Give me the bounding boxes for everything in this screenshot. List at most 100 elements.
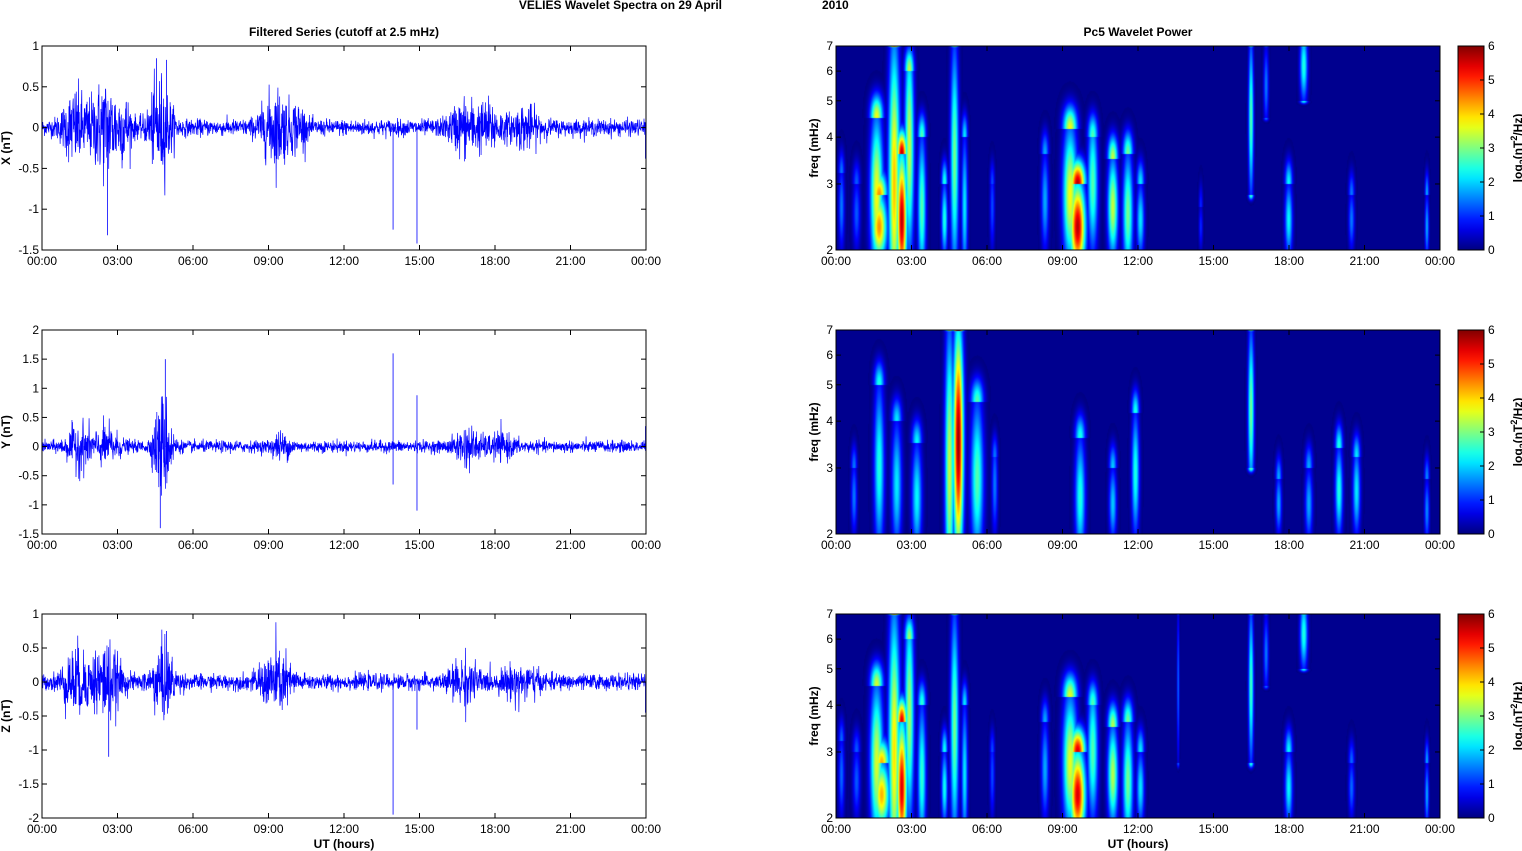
series-time-series-y-ytick-label: 0.5: [22, 410, 39, 424]
wavelet-wavelet-y-ytick-label: 3: [826, 461, 833, 475]
wavelet-wavelet-y-xtick-label: 09:00: [1047, 538, 1077, 552]
wavelet-wavelet-y-colorbar-tick-label: 1: [1488, 493, 1495, 507]
series-time-series-y-ytick-label: 0: [32, 440, 39, 454]
series-time-series-z-xtick-label: 06:00: [178, 822, 208, 836]
wavelet-wavelet-x-colorbar-label-part: 2: [1518, 159, 1522, 164]
series-time-series-z-ytick-label: -1.5: [18, 777, 39, 791]
series-time-series-y-xtick-label: 03:00: [102, 538, 132, 552]
wavelet-wavelet-z-colorbar-tick-label: 2: [1488, 743, 1495, 757]
series-time-series-y-ytick-label: -1: [28, 498, 39, 512]
wavelet-wavelet-y-xtick-label: 03:00: [896, 538, 926, 552]
figure-title-year: 2010: [822, 0, 849, 12]
wavelet-wavelet-x-xtick-label: 03:00: [896, 254, 926, 268]
series-time-series-y-xtick-label: 09:00: [253, 538, 283, 552]
wavelet-wavelet-y-colorbar-tick-label: 2: [1488, 459, 1495, 473]
wavelet-wavelet-z-xtick-label: 03:00: [896, 822, 926, 836]
series-time-series-x-ytick-label: -0.5: [18, 161, 39, 175]
wavelet-wavelet-y-colorbar-tick-label: 5: [1488, 357, 1495, 371]
wavelet-wavelet-x-colorbar-tick-label: 2: [1488, 175, 1495, 189]
wavelet-wavelet-y-colorbar-label-part: 2: [1509, 420, 1519, 425]
wavelet-wavelet-x-colorbar-label-part: (nT: [1511, 140, 1522, 159]
series-time-series-x-xtick-label: 15:00: [404, 254, 434, 268]
series-time-series-y-ytick-label: -0.5: [18, 469, 39, 483]
wavelet-wavelet-y-colorbar-label: log2(nT2/Hz): [1509, 398, 1522, 467]
series-time-series-z-panel: -2 -1.5 -1 -0.5 0 0.5 1 Z (nT) 00:00 03:00 06:00 09…: [0, 607, 661, 851]
wavelet-wavelet-x-xtick-label: 15:00: [1198, 254, 1228, 268]
series-time-series-y-xtick-label: 00:00: [631, 538, 661, 552]
series-time-series-y-ytick-label: 1: [32, 381, 39, 395]
wavelet-wavelet-x-xtick-label: 18:00: [1274, 254, 1304, 268]
wavelet-wavelet-z-ytick-label: 4: [826, 698, 833, 712]
wavelet-wavelet-y-colorbar-label-part: /Hz): [1511, 398, 1522, 420]
wavelet-wavelet-x-colorbar-label-part: /Hz): [1511, 114, 1522, 136]
wavelet-wavelet-x-panel: 2 3 4 5 6 7 freq (mHz) 00:00 03:00 06:00 09:00 12:0…: [807, 25, 1522, 268]
series-time-series-x-xtick-label: 09:00: [253, 254, 283, 268]
wavelet-wavelet-z-xtick-label: 18:00: [1274, 822, 1304, 836]
wavelet-wavelet-x-xtick-label: 00:00: [1425, 254, 1455, 268]
wavelet-wavelet-z-xlabel: UT (hours): [1108, 837, 1169, 851]
wavelet-wavelet-x-heatmap-image: [836, 46, 1440, 250]
wavelet-wavelet-z-ytick-label: 2: [826, 811, 833, 825]
series-time-series-x-ytick-label: -1: [28, 202, 39, 216]
series-time-series-z-ytick-label: 0.5: [22, 641, 39, 655]
series-time-series-x-xtick-label: 18:00: [480, 254, 510, 268]
series-time-series-y-ylabel: Y (nT): [0, 415, 13, 449]
series-time-series-z-ylabel: Z (nT): [0, 699, 13, 732]
wavelet-wavelet-x-xtick-label: 12:00: [1123, 254, 1153, 268]
wavelet-wavelet-z-xtick-label: 00:00: [1425, 822, 1455, 836]
wavelet-wavelet-z-ytick-label: 6: [826, 632, 833, 646]
wavelet-wavelet-z-colorbar-label-part: log: [1511, 732, 1522, 750]
series-time-series-z-xtick-label: 12:00: [329, 822, 359, 836]
series-time-series-z-xlabel: UT (hours): [314, 837, 375, 851]
wavelet-wavelet-x-ylabel: freq (mHz): [807, 118, 821, 177]
wavelet-wavelet-y-xtick-label: 21:00: [1349, 538, 1379, 552]
wavelet-wavelet-y-xtick-label: 06:00: [972, 538, 1002, 552]
wavelet-wavelet-x-colorbar-tick-label: 0: [1488, 243, 1495, 257]
wavelet-wavelet-z-xtick-label: 15:00: [1198, 822, 1228, 836]
wavelet-wavelet-x-ytick-label: 6: [826, 64, 833, 78]
wavelet-wavelet-x-ytick-label: 5: [826, 94, 833, 108]
wavelet-wavelet-x-colorbar-tick-label: 3: [1488, 141, 1495, 155]
series-time-series-x-title: Filtered Series (cutoff at 2.5 mHz): [249, 25, 439, 39]
wavelet-wavelet-z-colorbar-tick-label: 4: [1488, 675, 1495, 689]
series-time-series-z-xtick-label: 18:00: [480, 822, 510, 836]
wavelet-wavelet-y-xtick-label: 00:00: [1425, 538, 1455, 552]
figure-title-main: VELIES Wavelet Spectra on 29 April: [519, 0, 722, 12]
wavelet-wavelet-z-colorbar-label-part: (nT: [1511, 708, 1522, 727]
wavelet-wavelet-y-xtick-label: 00:00: [821, 538, 851, 552]
series-time-series-z-ytick-label: -0.5: [18, 709, 39, 723]
series-time-series-y-xtick-label: 15:00: [404, 538, 434, 552]
wavelet-wavelet-z-xtick-label: 09:00: [1047, 822, 1077, 836]
wavelet-wavelet-z-ytick-label: 7: [826, 607, 833, 621]
wavelet-wavelet-z-xtick-label: 12:00: [1123, 822, 1153, 836]
wavelet-wavelet-z-colorbar-label: log2(nT2/Hz): [1509, 682, 1522, 751]
series-time-series-x-ytick-label: 1: [32, 39, 39, 53]
wavelet-wavelet-y-ytick-label: 7: [826, 323, 833, 337]
wavelet-wavelet-z-ytick-label: 5: [826, 662, 833, 676]
series-time-series-z-plot-area: [42, 614, 646, 818]
wavelet-wavelet-z-colorbar-label-part: 2: [1518, 727, 1522, 732]
wavelet-wavelet-y-colorbar-tick-label: 4: [1488, 391, 1495, 405]
wavelet-wavelet-z-colorbar-tick-label: 3: [1488, 709, 1495, 723]
wavelet-wavelet-y-colorbar-label-part: 2: [1518, 443, 1522, 448]
panels-group: -1.5 -1 -0.5 0 0.5 1 X (nT) 00:00 03:00 06:00 09:0…: [0, 25, 1522, 851]
wavelet-wavelet-x-ytick-label: 7: [826, 39, 833, 53]
wavelet-wavelet-z-xtick-label: 00:00: [821, 822, 851, 836]
wavelet-wavelet-y-ytick-label: 6: [826, 348, 833, 362]
wavelet-wavelet-y-ytick-label: 5: [826, 378, 833, 392]
wavelet-wavelet-y-xtick-label: 15:00: [1198, 538, 1228, 552]
series-time-series-z-ytick-label: 1: [32, 607, 39, 621]
series-time-series-y-line: [42, 396, 646, 496]
wavelet-wavelet-x-colorbar-tick-label: 5: [1488, 73, 1495, 87]
wavelet-wavelet-y-colorbar-tick-label: 0: [1488, 527, 1495, 541]
series-time-series-z-xtick-label: 21:00: [555, 822, 585, 836]
series-time-series-x-ytick-label: -1.5: [18, 243, 39, 257]
wavelet-wavelet-z-colorbar-tick-label: 0: [1488, 811, 1495, 825]
wavelet-wavelet-z-xtick-label: 06:00: [972, 822, 1002, 836]
wavelet-wavelet-z-ylabel: freq (mHz): [807, 686, 821, 745]
wavelet-wavelet-z-colorbar-tick-label: 6: [1488, 607, 1495, 621]
wavelet-wavelet-z-ytick-label: 3: [826, 745, 833, 759]
wavelet-wavelet-y-ytick-label: 2: [826, 527, 833, 541]
wavelet-wavelet-z-colorbar: [1457, 613, 1485, 819]
